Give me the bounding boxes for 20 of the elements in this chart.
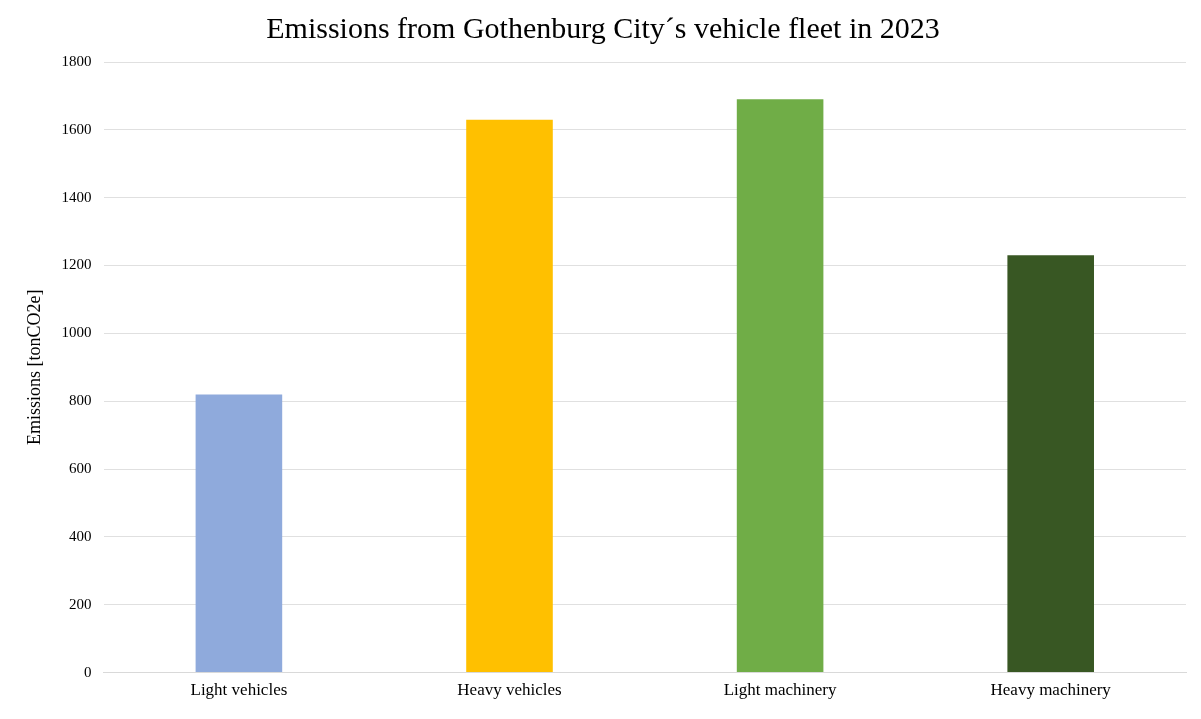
bar (466, 119, 553, 673)
x-tick-label: Light machinery (723, 680, 838, 700)
y-tick-label: 800 (69, 392, 92, 409)
y-tick-label: 400 (69, 527, 92, 544)
y-tick-label: 200 (69, 595, 92, 612)
y-axis-title: Emissions [tonCO2e] (23, 289, 44, 446)
y-tick-label: 1200 (61, 256, 92, 273)
x-tick-label: Heavy machinery (990, 680, 1112, 700)
chart-title: Emissions from Gothenburg City´s vehicle fleet in 2023 (266, 10, 940, 44)
y-tick-label: 1800 (61, 52, 92, 69)
y-tick-label: 1000 (61, 324, 92, 341)
y-tick-label: 0 (84, 663, 92, 680)
y-tick-label: 1600 (61, 120, 92, 137)
bar (195, 394, 283, 673)
bar (736, 99, 824, 673)
y-tick-label: 600 (69, 460, 92, 476)
y-tick-label: 1400 (61, 188, 92, 205)
x-tick-label: Light vehicles (190, 680, 288, 700)
bar (1007, 255, 1094, 673)
x-tick-label: Heavy vehicles (457, 680, 562, 700)
